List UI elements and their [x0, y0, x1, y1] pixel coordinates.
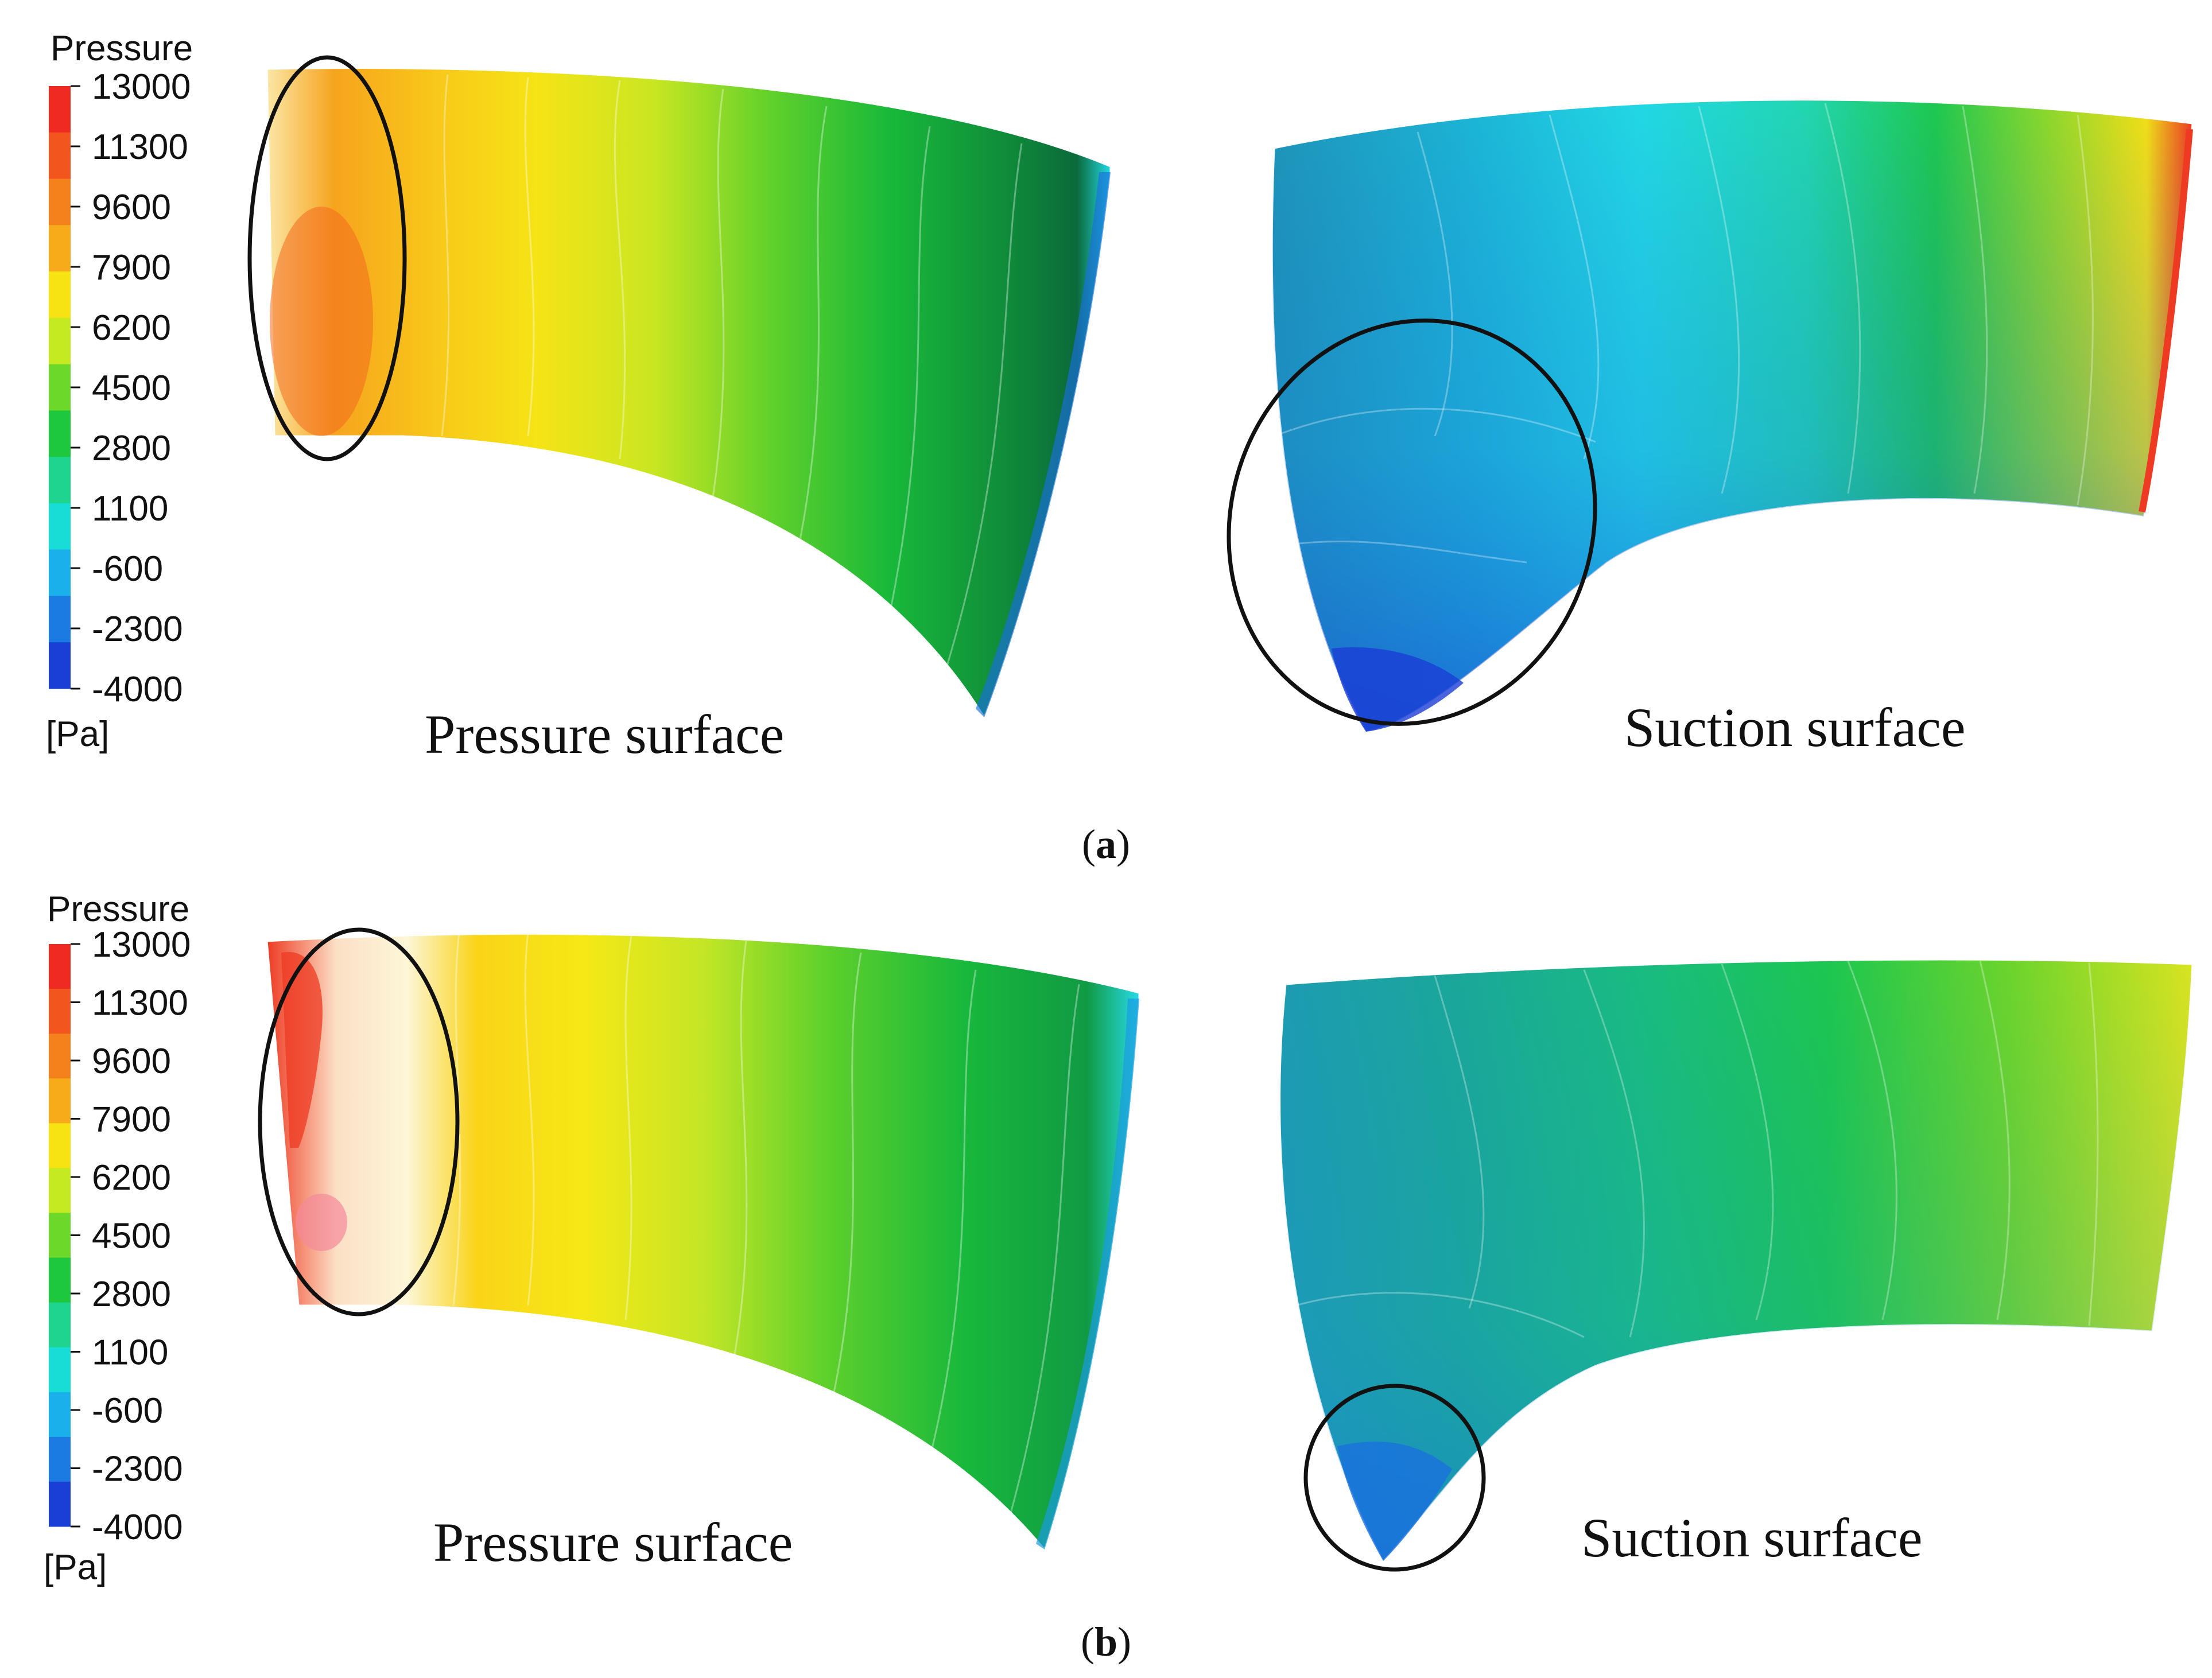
legend-tick-label: 7900 — [92, 1100, 171, 1140]
legend-color-band — [49, 1078, 71, 1124]
legend-color-band — [49, 1392, 71, 1438]
legend-color-band — [49, 1213, 71, 1258]
legend-color-band — [49, 549, 71, 596]
legend-title: Pressure — [47, 890, 189, 929]
annotation-ellipse-pressure-a — [247, 55, 407, 461]
legend-color-band — [49, 132, 71, 180]
suction-surface-blade-b: Suction surface — [1279, 958, 2194, 1572]
legend-color-band — [49, 1034, 71, 1079]
legend-unit: [Pa] — [46, 714, 109, 754]
panel-b: Pressure 1300011300960079006200450028001… — [44, 890, 2194, 1665]
legend-tick-label: -2300 — [92, 609, 183, 649]
legend-tick-label: -4000 — [92, 670, 183, 709]
legend-color-band — [49, 1481, 71, 1527]
annotation-ellipse-suction-a — [1227, 318, 1597, 726]
legend-color-band — [49, 410, 71, 457]
legend-tick-label: 1100 — [92, 489, 168, 529]
legend-tick-label: 7900 — [92, 248, 171, 288]
legend-tick-label: 11300 — [92, 984, 188, 1023]
legend-color-band — [49, 989, 71, 1034]
legend-tick-label: 9600 — [92, 1042, 171, 1081]
pressure-surface-label-a: Pressure surface — [425, 704, 784, 765]
legend-color-band — [49, 1436, 71, 1482]
legend-ticks: 13000 11300 9600 7900 6200 4500 2800 1100 -600 -2… — [71, 925, 191, 1547]
legend-color-band — [49, 596, 71, 643]
legend-colorbar — [49, 944, 71, 1527]
caption-letter-a: a — [1096, 821, 1116, 867]
suction-surface-label-a: Suction surface — [1624, 697, 1965, 758]
caption-a: (a) — [1082, 821, 1130, 867]
legend-color-band — [49, 1302, 71, 1348]
pressure-surface-blade-a: Pressure surface — [247, 55, 1112, 765]
legend-tick-label: 9600 — [92, 188, 171, 227]
legend-tick-label: 13000 — [92, 67, 191, 107]
suction-surface-blade-a: Suction surface — [1227, 99, 2194, 758]
legend-color-band — [49, 1347, 71, 1393]
legend-color-band — [49, 642, 71, 689]
legend-tick-label: 11300 — [92, 127, 188, 167]
legend-color-band — [49, 271, 71, 318]
annotation-circle-suction-b — [1303, 1384, 1486, 1572]
legend-ticks: 13000 11300 9600 7900 6200 4500 2800 1100 -600 -2… — [71, 67, 191, 709]
color-legend-b: Pressure 1300011300960079006200450028001… — [44, 890, 191, 1587]
legend-color-band — [49, 944, 71, 989]
legend-color-band — [49, 317, 71, 365]
pressure-surface-blade-b: Pressure surface — [258, 927, 1140, 1573]
legend-tick-label: 1100 — [92, 1333, 168, 1373]
panel-a: Pressure 1300011300960079006200450028001… — [46, 29, 2194, 867]
legend-color-band — [49, 1257, 71, 1303]
legend-tick-label: -600 — [92, 1391, 163, 1431]
legend-color-band — [49, 86, 71, 133]
legend-color-band — [49, 1168, 71, 1213]
legend-tick-label: -2300 — [92, 1450, 183, 1489]
legend-tick-label: 2800 — [92, 429, 171, 468]
legend-tick-label: 4500 — [92, 1217, 171, 1256]
legend-unit: [Pa] — [44, 1548, 107, 1587]
legend-color-band — [49, 1123, 71, 1168]
legend-tick-label: -4000 — [92, 1508, 183, 1547]
caption-b: (b) — [1081, 1619, 1131, 1665]
legend-tick-label: 4500 — [92, 368, 171, 408]
legend-color-band — [49, 178, 71, 226]
legend-tick-label: 13000 — [92, 925, 191, 965]
legend-title: Pressure — [51, 29, 193, 68]
legend-color-band — [49, 364, 71, 411]
caption-letter-b: b — [1095, 1619, 1117, 1665]
legend-tick-label: 2800 — [92, 1275, 171, 1314]
legend-colorbar — [49, 86, 71, 689]
legend-tick-label: 6200 — [92, 308, 171, 348]
legend-color-band — [49, 225, 71, 272]
pressure-surface-label-b: Pressure surface — [433, 1512, 793, 1573]
legend-tick-label: 6200 — [92, 1158, 171, 1198]
legend-color-band — [49, 457, 71, 504]
legend-tick-label: -600 — [92, 549, 163, 589]
color-legend-a: Pressure 1300011300960079006200450028001… — [46, 29, 193, 754]
legend-color-band — [49, 503, 71, 550]
suction-surface-label-b: Suction surface — [1581, 1507, 1922, 1568]
annotation-ellipse-pressure-b — [258, 927, 460, 1316]
